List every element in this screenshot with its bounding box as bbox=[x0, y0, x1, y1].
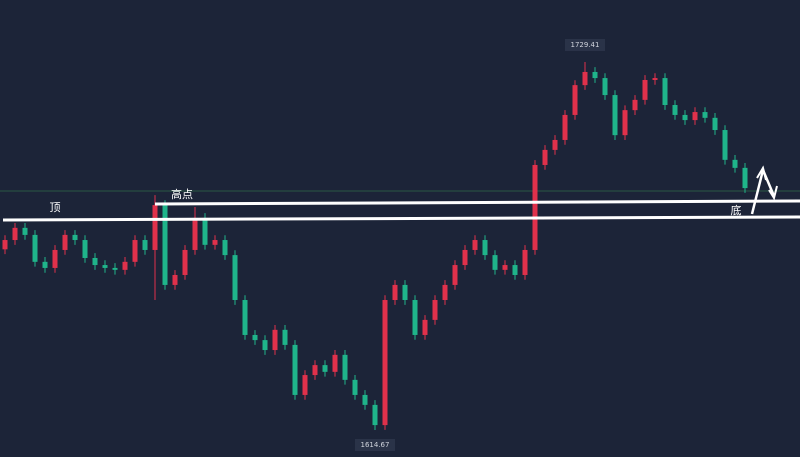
candle-body bbox=[262, 340, 268, 351]
candle-body bbox=[12, 227, 18, 241]
candle-body bbox=[512, 265, 518, 275]
candle-body bbox=[82, 240, 88, 258]
candle-body bbox=[712, 117, 718, 131]
candle-body bbox=[382, 300, 388, 426]
candle-body bbox=[472, 240, 478, 250]
candle-body bbox=[342, 354, 348, 380]
candle-body bbox=[462, 249, 468, 266]
candle-body bbox=[62, 234, 68, 250]
candle-body bbox=[372, 404, 378, 426]
candle-body bbox=[532, 164, 538, 250]
candle-body bbox=[362, 394, 368, 405]
candle-body bbox=[482, 240, 488, 256]
candle-body bbox=[162, 205, 168, 285]
candle-body bbox=[332, 354, 338, 372]
candle-body bbox=[312, 365, 318, 376]
candle-body bbox=[682, 114, 688, 121]
candle-body bbox=[662, 78, 668, 106]
candle-body bbox=[192, 217, 198, 250]
candle-body bbox=[602, 78, 608, 96]
candle-body bbox=[22, 227, 28, 235]
candle-body bbox=[172, 274, 178, 285]
candle-body bbox=[322, 365, 328, 372]
candle-body bbox=[452, 265, 458, 285]
candle-body bbox=[542, 149, 548, 165]
candle-body bbox=[182, 249, 188, 275]
candle-body bbox=[352, 379, 358, 395]
candle-body bbox=[42, 261, 48, 268]
high-label: 1729.41 bbox=[571, 41, 600, 49]
candle-body bbox=[432, 300, 438, 320]
candle-body bbox=[122, 261, 128, 270]
candle-body bbox=[392, 284, 398, 301]
trend-line bbox=[2, 215, 800, 222]
candle-body bbox=[502, 265, 508, 270]
annotation: 底 bbox=[731, 203, 742, 217]
candle-body bbox=[572, 85, 578, 115]
candle-body bbox=[422, 319, 428, 335]
trend-line bbox=[154, 199, 800, 206]
candle-body bbox=[522, 249, 528, 275]
candle-body bbox=[252, 334, 258, 341]
price-labels: 1729.41 1614.67 bbox=[355, 38, 605, 451]
candle-body bbox=[622, 110, 628, 136]
candle-body bbox=[722, 130, 728, 160]
candle-body bbox=[242, 300, 248, 335]
candle-body bbox=[582, 71, 588, 86]
candle-body bbox=[442, 284, 448, 301]
candle-body bbox=[672, 105, 678, 115]
candle-body bbox=[492, 255, 498, 270]
candle-body bbox=[72, 234, 78, 241]
candle-body bbox=[292, 344, 298, 395]
candle-body bbox=[142, 240, 148, 250]
candle-body bbox=[102, 265, 108, 268]
candle-body bbox=[692, 112, 698, 121]
candle-body bbox=[112, 267, 118, 270]
candle-body bbox=[272, 329, 278, 351]
candle-body bbox=[652, 78, 658, 80]
candle-body bbox=[742, 167, 748, 189]
candle-body bbox=[152, 205, 158, 250]
candle-body bbox=[52, 249, 58, 268]
candle-body bbox=[552, 139, 558, 150]
candle-body bbox=[632, 99, 638, 111]
candle-body bbox=[222, 240, 228, 256]
candles bbox=[2, 61, 748, 430]
candle-body bbox=[612, 95, 618, 136]
candle-body bbox=[302, 375, 308, 395]
label-box bbox=[565, 38, 605, 51]
candle-body bbox=[702, 112, 708, 118]
candle-body bbox=[92, 257, 98, 266]
annotation: 高点 bbox=[171, 187, 193, 201]
candle-body bbox=[232, 255, 238, 301]
label-box bbox=[355, 438, 395, 451]
low-label: 1614.67 bbox=[361, 441, 390, 449]
candle-body bbox=[562, 114, 568, 140]
candle-body bbox=[642, 79, 648, 100]
annotation: 顶 bbox=[50, 201, 61, 214]
candle-body bbox=[592, 71, 598, 79]
arrow-head bbox=[756, 165, 778, 201]
candle-body bbox=[32, 234, 38, 262]
candle-body bbox=[732, 159, 738, 168]
candle-body bbox=[202, 217, 208, 245]
candle-body bbox=[412, 300, 418, 335]
candle-body bbox=[402, 284, 408, 301]
candle-body bbox=[282, 329, 288, 345]
candle-body bbox=[132, 240, 138, 262]
candle-body bbox=[2, 240, 8, 250]
candle-body bbox=[212, 240, 218, 245]
